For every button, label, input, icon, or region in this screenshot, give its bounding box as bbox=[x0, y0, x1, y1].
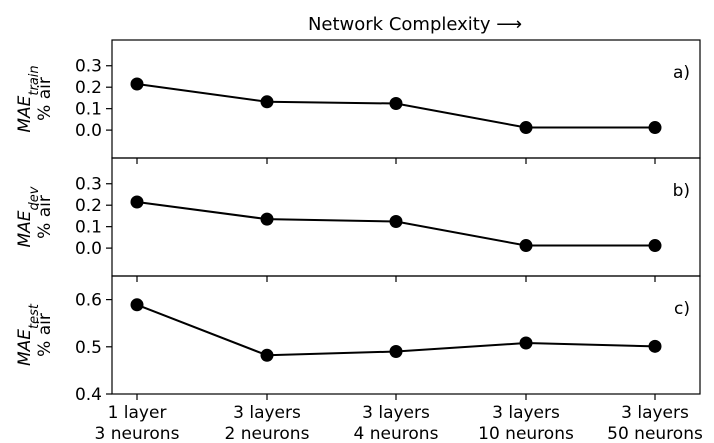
y-axis-label-main: MAE bbox=[15, 210, 35, 247]
panel-frame bbox=[111, 275, 701, 395]
x-tick-label: 3 layers 50 neurons bbox=[607, 403, 703, 443]
x-tick-label: 3 layers 4 neurons bbox=[354, 403, 439, 443]
data-point bbox=[389, 97, 403, 111]
x-tick-label: 3 layers 2 neurons bbox=[225, 403, 310, 443]
data-point bbox=[130, 77, 144, 91]
y-axis-label-unit: % air bbox=[35, 77, 55, 121]
x-tick-label-line: 4 neurons bbox=[354, 424, 439, 443]
x-tick-label-line: 3 layers bbox=[621, 403, 689, 423]
x-tick-label-line: 3 neurons bbox=[95, 424, 180, 443]
y-tick-label: 0.2 bbox=[75, 196, 102, 216]
chart-title: Network Complexity ⟶ bbox=[308, 14, 522, 35]
y-tick-label: 0.6 bbox=[75, 291, 102, 311]
panel-label: c) bbox=[674, 299, 690, 319]
x-tick-label-line: 3 layers bbox=[492, 403, 560, 423]
x-tick-label: 1 layer 3 neurons bbox=[95, 403, 180, 443]
x-tick-label-line: 3 layers bbox=[362, 403, 430, 423]
y-tick-label: 0.3 bbox=[75, 57, 102, 77]
y-tick-label: 0.5 bbox=[75, 338, 102, 358]
x-tick-label-line: 10 neurons bbox=[478, 424, 574, 443]
y-axis-label-unit: % air bbox=[35, 195, 55, 239]
data-point bbox=[648, 339, 662, 353]
panel-frame bbox=[111, 39, 701, 159]
data-point bbox=[648, 121, 662, 135]
y-tick-label: 0.3 bbox=[75, 175, 102, 195]
data-point bbox=[130, 195, 144, 209]
data-point bbox=[389, 215, 403, 229]
x-tick-label: 3 layers 10 neurons bbox=[478, 403, 574, 443]
y-tick-label: 0.2 bbox=[75, 78, 102, 98]
data-point bbox=[260, 95, 274, 109]
y-tick-label: 0.4 bbox=[75, 385, 102, 405]
x-tick-label-line: 1 layer bbox=[108, 403, 167, 423]
y-tick-label: 0.1 bbox=[75, 100, 102, 120]
y-axis-label-main: MAE bbox=[15, 95, 35, 132]
data-point bbox=[260, 348, 274, 362]
data-point bbox=[519, 336, 533, 350]
y-tick-label: 0.0 bbox=[75, 239, 102, 259]
data-point bbox=[519, 239, 533, 253]
y-axis-label-subscript: train bbox=[27, 65, 42, 95]
x-tick-label-line: 50 neurons bbox=[607, 424, 703, 443]
y-tick-label: 0.0 bbox=[75, 121, 102, 141]
y-axis-label-subscript: dev bbox=[27, 186, 42, 210]
y-axis-label-metric: MAEdev bbox=[15, 186, 42, 247]
data-point bbox=[648, 239, 662, 253]
y-axis-label-subscript: test bbox=[27, 303, 42, 329]
y-axis-label: MAEtrain% air bbox=[15, 65, 55, 132]
y-axis-label-main: MAE bbox=[15, 329, 35, 366]
data-point bbox=[130, 298, 144, 312]
panel-label: a) bbox=[673, 63, 690, 83]
panel-frame bbox=[111, 157, 701, 277]
x-tick-label-line: 3 layers bbox=[233, 403, 301, 423]
y-axis-label-unit: % air bbox=[35, 313, 55, 357]
data-point bbox=[260, 212, 274, 226]
data-point bbox=[389, 345, 403, 359]
y-axis-label-metric: MAEtest bbox=[15, 303, 42, 366]
y-axis-label: MAEtest% air bbox=[15, 303, 55, 366]
y-axis-label-metric: MAEtrain bbox=[15, 65, 42, 132]
data-point bbox=[519, 121, 533, 135]
y-tick-label: 0.1 bbox=[75, 218, 102, 238]
y-axis-label: MAEdev% air bbox=[15, 186, 55, 247]
panel-label: b) bbox=[673, 181, 690, 201]
x-tick-label-line: 2 neurons bbox=[225, 424, 310, 443]
